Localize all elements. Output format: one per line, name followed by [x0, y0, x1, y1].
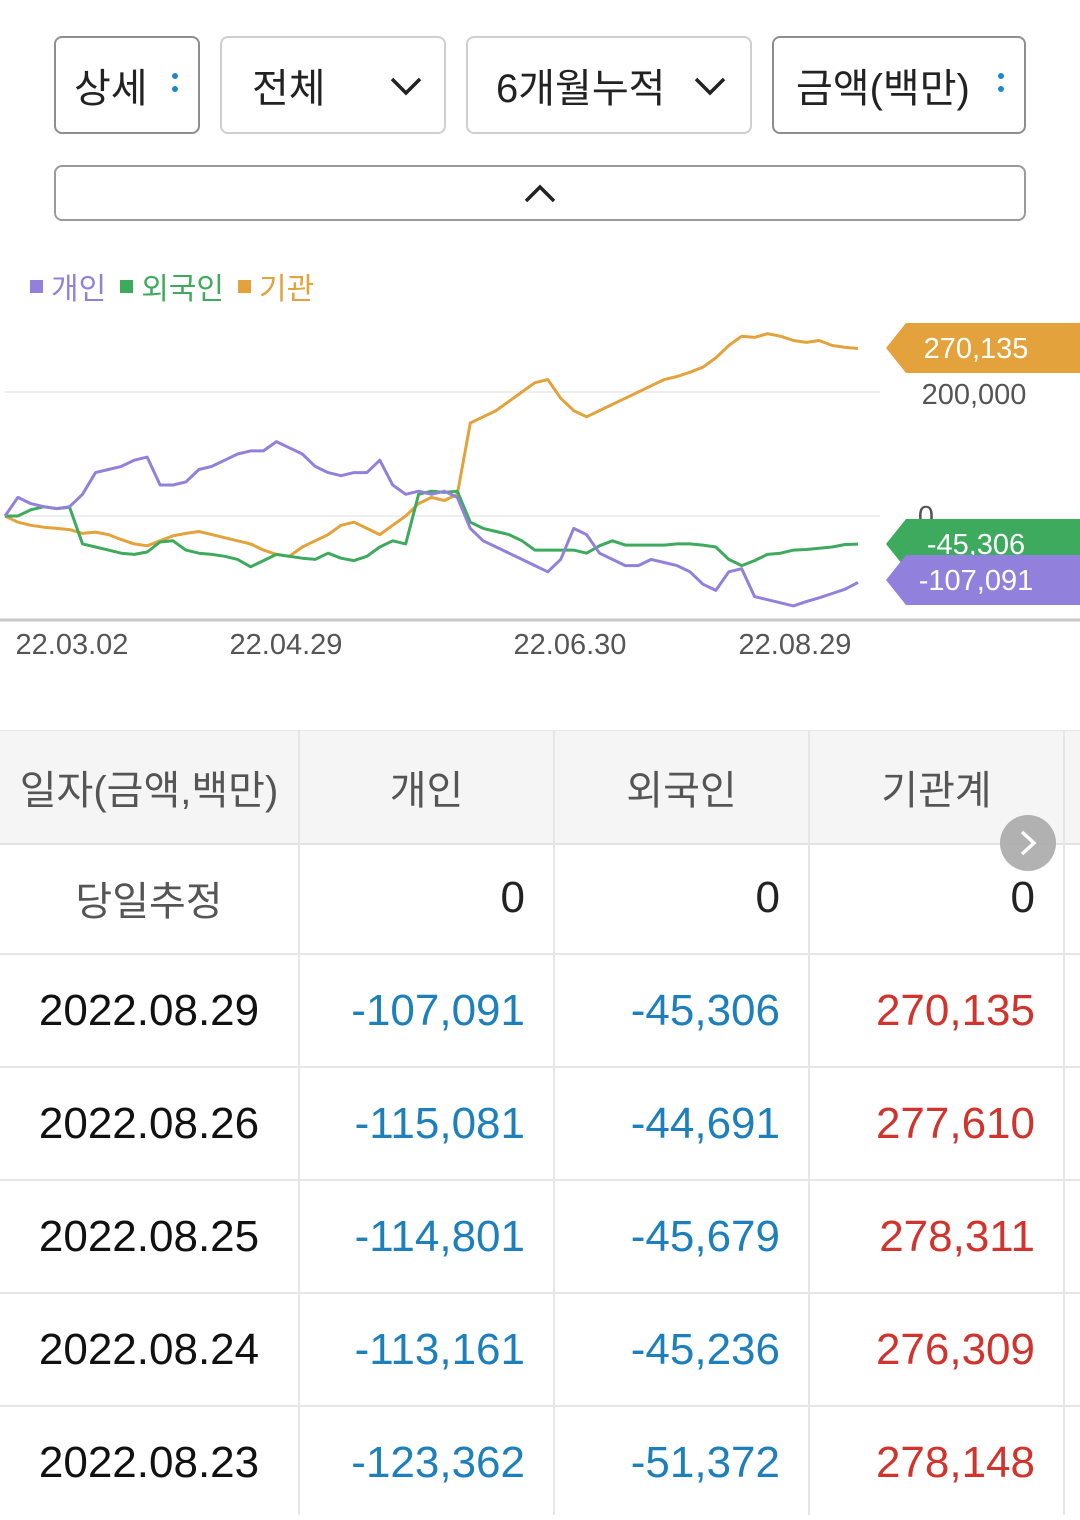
legend-item-individual: 개인 [30, 264, 106, 308]
row-date: 2022.08.26 [38, 1098, 260, 1148]
x-tick-label: 22.04.29 [230, 629, 343, 661]
next-columns-button[interactable] [1000, 815, 1056, 871]
detail-dropdown-label: 상세 [74, 67, 148, 111]
legend-label: 기관 [259, 273, 315, 306]
row-institution: 0 [1010, 872, 1035, 922]
row-date: 당일추정 [75, 879, 223, 924]
row-date: 2022.08.24 [38, 1324, 260, 1374]
row-individual: -114,801 [354, 1211, 525, 1261]
table-row: 2022.08.29 -107,091 -45,306 270,135 [0, 955, 1080, 1068]
row-institution: 276,309 [875, 1324, 1035, 1374]
series-line-1 [5, 489, 859, 569]
table-header: 일자(금액,백만) 개인 외국인 기관계 [0, 730, 1080, 845]
chart-legend: 개인 외국인 기관 [30, 264, 328, 308]
row-foreign: -45,679 [630, 1211, 780, 1261]
series-line-2 [3, 440, 859, 608]
column-divider [553, 730, 555, 1515]
legend-label: 외국인 [141, 273, 225, 306]
table-row: 2022.08.25 -114,801 -45,679 278,311 [0, 1181, 1080, 1294]
column-divider [1063, 730, 1065, 1515]
x-tick-label: 22.06.30 [514, 629, 627, 661]
chevron-right-icon [1020, 830, 1037, 856]
legend-item-institution: 기관 [238, 264, 314, 308]
last-value-label: 270,135 [924, 333, 1029, 365]
table-row: 당일추정 0 0 0 [0, 842, 1080, 955]
chevron-up-icon [524, 184, 556, 203]
kebab-icon [998, 73, 1004, 99]
y-tick-label: 200,000 [922, 379, 1027, 411]
table-row: 2022.08.26 -115,081 -44,691 277,610 [0, 1068, 1080, 1181]
last-value-flag [886, 323, 1080, 373]
collapse-filter-button[interactable] [54, 165, 1026, 221]
row-foreign: -45,306 [630, 985, 780, 1035]
x-tick-label: 22.03.02 [16, 629, 129, 661]
period-dropdown[interactable]: 6개월누적 [466, 36, 752, 134]
column-divider [298, 730, 300, 1515]
row-individual: -115,081 [354, 1098, 525, 1148]
header-foreign: 외국인 [626, 769, 737, 813]
legend-swatch [238, 279, 252, 293]
detail-dropdown[interactable]: 상세 [54, 36, 200, 134]
column-divider [808, 730, 810, 1515]
legend-label: 개인 [51, 273, 107, 306]
row-individual: -113,161 [354, 1324, 525, 1374]
investor-chart: 200,000 0 270,135-45,306-107,091 22.03.0… [0, 323, 1080, 661]
table-row: 2022.08.23 -123,362 -51,372 278,148 [0, 1407, 1080, 1520]
series-line-0 [4, 332, 859, 558]
row-foreign: -44,691 [630, 1098, 780, 1148]
table-row: 2022.08.24 -113,161 -45,236 276,309 [0, 1294, 1080, 1407]
legend-swatch [30, 279, 43, 293]
header-date: 일자(금액,백만) [19, 769, 279, 813]
row-foreign: -51,372 [630, 1437, 780, 1487]
x-tick-label: 22.08.29 [739, 629, 852, 661]
row-institution: 277,610 [875, 1098, 1035, 1148]
row-institution: 278,148 [875, 1437, 1035, 1487]
chevron-down-icon [390, 77, 422, 96]
legend-item-foreign: 외국인 [120, 264, 224, 308]
row-institution: 270,135 [875, 985, 1035, 1035]
header-individual: 개인 [389, 769, 464, 813]
legend-swatch [120, 279, 134, 293]
last-value-flag [886, 555, 1080, 605]
row-date: 2022.08.29 [38, 985, 260, 1035]
chevron-down-icon [694, 77, 726, 96]
row-individual: -123,362 [351, 1437, 525, 1487]
row-individual: -107,091 [351, 985, 525, 1035]
row-date: 2022.08.23 [38, 1437, 260, 1487]
market-dropdown-label: 전체 [252, 67, 326, 111]
row-date: 2022.08.25 [38, 1211, 260, 1261]
row-foreign: 0 [755, 872, 780, 922]
unit-dropdown-label: 금액(백만) [796, 67, 970, 111]
unit-dropdown[interactable]: 금액(백만) [772, 36, 1026, 134]
market-dropdown[interactable]: 전체 [220, 36, 446, 134]
period-dropdown-label: 6개월누적 [496, 67, 666, 111]
row-foreign: -45,236 [630, 1324, 780, 1374]
last-value-label: -107,091 [919, 565, 1034, 597]
kebab-icon [172, 73, 178, 99]
header-institution: 기관계 [881, 769, 992, 813]
row-institution: 278,311 [879, 1211, 1035, 1261]
row-individual: 0 [500, 872, 525, 922]
